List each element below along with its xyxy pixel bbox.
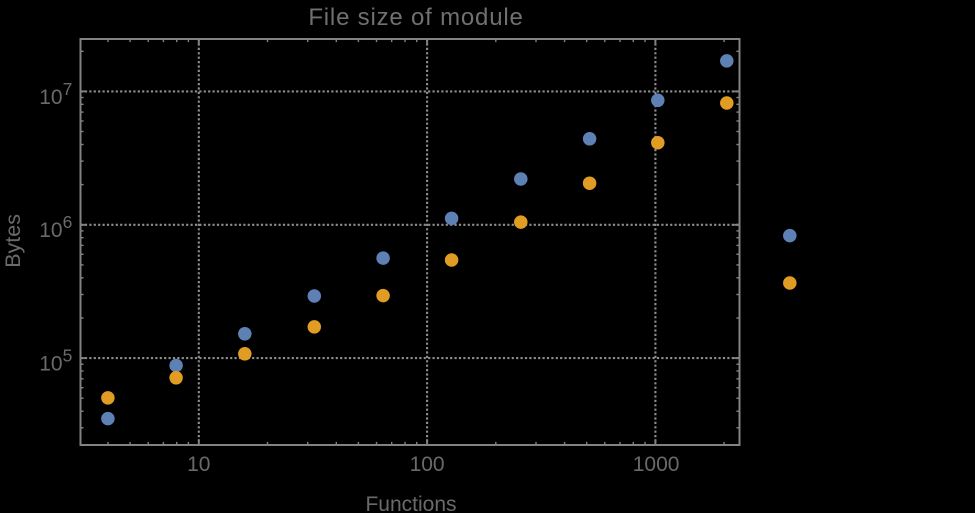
- svg-text:1000: 1000: [633, 453, 680, 476]
- svg-text:10: 10: [187, 453, 210, 476]
- svg-text:Bytes: Bytes: [1, 214, 25, 268]
- svg-text:107: 107: [39, 79, 72, 109]
- svg-text:105: 105: [39, 346, 72, 376]
- svg-text:106: 106: [39, 212, 72, 242]
- svg-text:File size of module: File size of module: [308, 4, 523, 31]
- svg-text:100: 100: [410, 453, 445, 476]
- svg-text:Functions: Functions: [365, 493, 456, 513]
